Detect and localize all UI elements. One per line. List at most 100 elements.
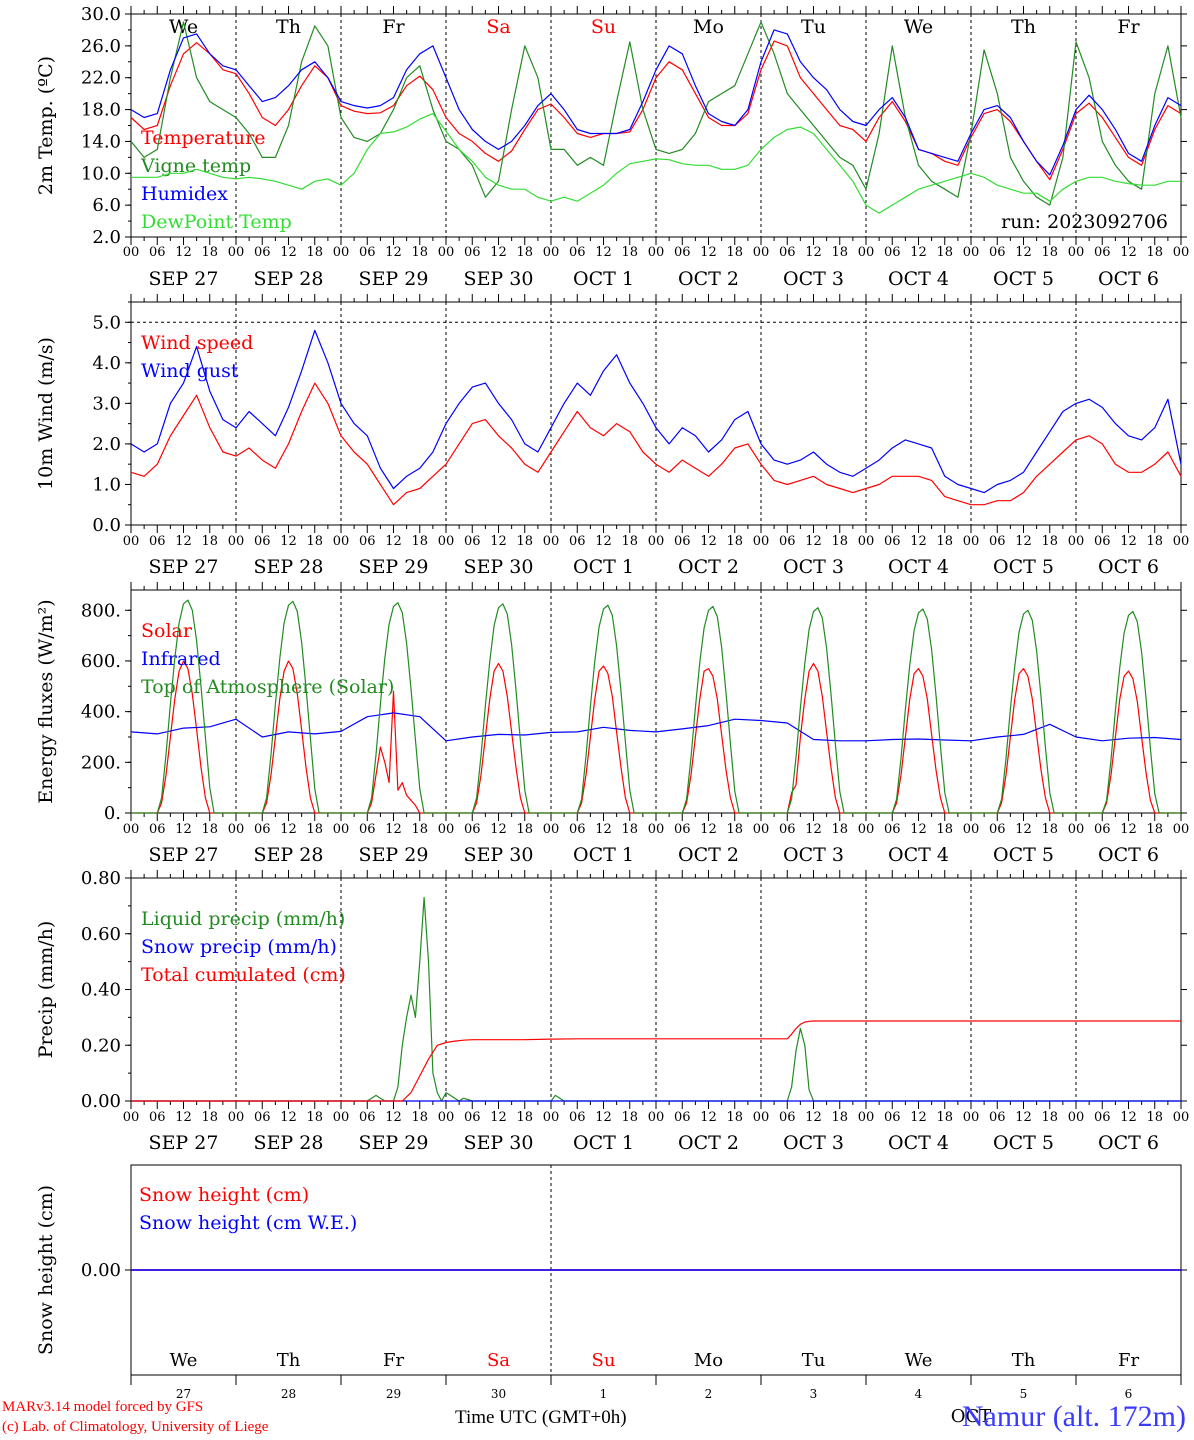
x-tick-label: 06 xyxy=(254,822,271,837)
x-tick-label: 18 xyxy=(726,822,743,837)
x-tick-label: 06 xyxy=(1094,1110,1111,1125)
y-tick-label: 1.0 xyxy=(92,474,121,495)
y-tick-label: 0.40 xyxy=(81,980,121,1001)
x-tick-label: 00 xyxy=(543,822,560,837)
legend-entry: Wind gust xyxy=(141,360,239,382)
date-label: SEP 30 xyxy=(464,268,534,290)
x-tick-label: 00 xyxy=(648,822,665,837)
y-tick-label: 30.0 xyxy=(81,4,121,25)
x-tick-label: 00 xyxy=(123,245,140,260)
series-line-wind-gust xyxy=(130,329,1182,494)
y-tick-label: 0.60 xyxy=(81,924,121,945)
credit-lab: (c) Lab. of Climatology, University of L… xyxy=(2,1419,269,1435)
day-number-label: 30 xyxy=(491,1387,506,1401)
x-tick-label: 06 xyxy=(464,822,481,837)
weekday-label: Th xyxy=(277,1350,301,1371)
x-tick-label: 12 xyxy=(385,534,402,549)
x-tick-label: 18 xyxy=(201,1110,218,1125)
y-tick-label: 3.0 xyxy=(92,393,121,414)
y-tick-label: 0.80 xyxy=(81,868,121,889)
x-tick-label: 00 xyxy=(228,245,245,260)
y-axis-label: Snow height (cm) xyxy=(35,1185,57,1355)
x-tick-label: 00 xyxy=(1173,245,1190,260)
date-label: SEP 28 xyxy=(254,844,324,866)
date-label: OCT 2 xyxy=(678,268,739,290)
x-tick-label: 12 xyxy=(280,245,297,260)
date-label: OCT 6 xyxy=(1098,268,1159,290)
weekday-label: Su xyxy=(592,1350,616,1371)
date-label: SEP 29 xyxy=(359,844,429,866)
y-tick-label: 5.0 xyxy=(92,312,121,333)
x-tick-label: 06 xyxy=(674,1110,691,1125)
x-tick-label: 00 xyxy=(1173,822,1190,837)
weekday-label: We xyxy=(170,1350,198,1371)
x-tick-label: 12 xyxy=(595,1110,612,1125)
x-tick-label: 00 xyxy=(1068,534,1085,549)
x-tick-label: 00 xyxy=(858,822,875,837)
series-line-wind-speed xyxy=(130,382,1182,506)
weekday-label: We xyxy=(169,16,198,38)
series-line-vigne-temp xyxy=(130,21,1182,206)
month-label: OCT xyxy=(951,1406,992,1427)
x-tick-label: 00 xyxy=(1068,1110,1085,1125)
x-tick-label: 18 xyxy=(306,1110,323,1125)
x-tick-label: 06 xyxy=(779,534,796,549)
x-tick-label: 12 xyxy=(385,1110,402,1125)
date-label: SEP 27 xyxy=(149,1132,219,1154)
x-tick-label: 00 xyxy=(228,822,245,837)
x-tick-label: 00 xyxy=(438,1110,455,1125)
legend-entry: Vigne temp xyxy=(140,155,251,177)
date-label: OCT 5 xyxy=(993,1132,1054,1154)
x-tick-label: 00 xyxy=(123,534,140,549)
x-tick-label: 18 xyxy=(621,1110,638,1125)
x-tick-label: 18 xyxy=(516,534,533,549)
date-label: OCT 5 xyxy=(993,844,1054,866)
x-tick-label: 18 xyxy=(936,1110,953,1125)
date-label: SEP 30 xyxy=(464,1132,534,1154)
date-label: SEP 28 xyxy=(254,1132,324,1154)
day-number-label: 6 xyxy=(1125,1387,1133,1401)
x-tick-label: 12 xyxy=(910,1110,927,1125)
y-tick-label: 10.0 xyxy=(81,163,121,184)
x-tick-label: 06 xyxy=(254,534,271,549)
weekday-label: Tu xyxy=(801,16,826,38)
x-tick-label: 06 xyxy=(569,1110,586,1125)
y-tick-label: 800. xyxy=(81,600,121,621)
y-axis-label: 10m Wind (m/s) xyxy=(35,337,57,490)
series-line-total-cumulated-cm- xyxy=(131,1020,1181,1102)
weekday-label: Fr xyxy=(1118,1350,1139,1371)
x-tick-label: 06 xyxy=(989,1110,1006,1125)
x-axis-title: Time UTC (GMT+0h) xyxy=(455,1407,627,1428)
x-tick-label: 00 xyxy=(753,1110,770,1125)
date-label: SEP 28 xyxy=(254,268,324,290)
run-label: run: 2023092706 xyxy=(1001,211,1168,233)
x-tick-label: 18 xyxy=(201,245,218,260)
day-number-label: 1 xyxy=(600,1387,608,1401)
x-tick-label: 12 xyxy=(595,822,612,837)
weekday-label: Tu xyxy=(802,1350,826,1371)
x-tick-label: 12 xyxy=(1120,245,1137,260)
x-tick-label: 18 xyxy=(831,245,848,260)
x-tick-label: 12 xyxy=(700,822,717,837)
x-tick-label: 06 xyxy=(674,822,691,837)
x-tick-label: 12 xyxy=(280,534,297,549)
x-tick-label: 18 xyxy=(1041,1110,1058,1125)
x-tick-label: 00 xyxy=(963,245,980,260)
x-tick-label: 12 xyxy=(1120,822,1137,837)
x-tick-label: 12 xyxy=(910,822,927,837)
x-tick-label: 12 xyxy=(805,822,822,837)
x-tick-label: 18 xyxy=(1146,245,1163,260)
panel-frame-wind xyxy=(130,301,1182,526)
series-line-humidex xyxy=(130,29,1182,176)
x-tick-label: 18 xyxy=(1146,1110,1163,1125)
weekday-label: Fr xyxy=(383,1350,404,1371)
x-tick-label: 12 xyxy=(175,534,192,549)
x-tick-label: 00 xyxy=(858,1110,875,1125)
x-tick-label: 00 xyxy=(228,1110,245,1125)
x-tick-label: 06 xyxy=(254,245,271,260)
x-tick-label: 06 xyxy=(254,1110,271,1125)
x-tick-label: 18 xyxy=(936,534,953,549)
x-tick-label: 12 xyxy=(1120,1110,1137,1125)
x-tick-label: 00 xyxy=(438,534,455,549)
x-tick-label: 12 xyxy=(700,245,717,260)
